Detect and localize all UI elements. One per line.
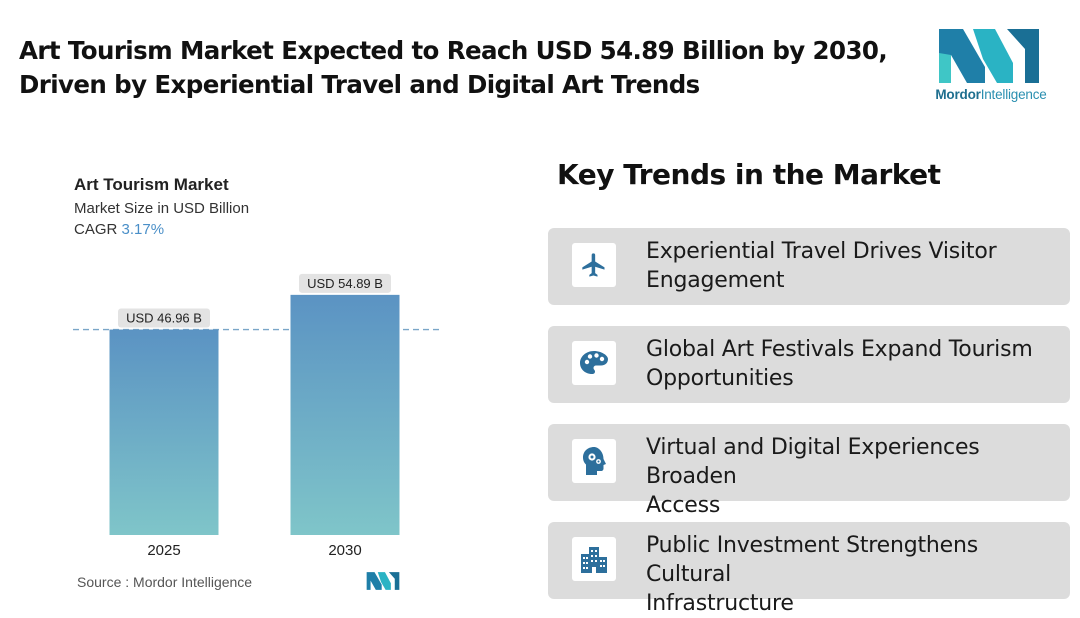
trend-text-line-1: Virtual and Digital Experiences Broaden	[646, 435, 980, 489]
source-logo-icon	[366, 572, 400, 590]
trend-card: Virtual and Digital Experiences Broaden …	[548, 424, 1070, 518]
page-title-line-1: Art Tourism Market Expected to Reach USD…	[19, 36, 888, 65]
data-label: USD 54.89 B	[307, 276, 383, 291]
trend-text-line-1: Public Investment Strengthens Cultural	[646, 533, 979, 587]
source-note: Source : Mordor Intelligence	[77, 574, 252, 590]
trend-text: Virtual and Digital Experiences Broaden …	[646, 433, 1066, 520]
x-tick-label: 2030	[328, 542, 361, 559]
bar-chart: USD 46.96 B 2025 USD 54.89 B 2030	[73, 273, 440, 559]
trend-text: Experiential Travel Drives Visitor Engag…	[646, 237, 1066, 295]
brand-logo: MordorIntelligence	[926, 29, 1056, 109]
x-tick-label: 2025	[147, 542, 180, 559]
brand-name: MordorIntelligence	[926, 87, 1056, 102]
trend-text-line-2: Infrastructure	[646, 591, 794, 616]
chart-subtitle: Market Size in USD Billion	[74, 200, 250, 217]
data-label: USD 46.96 B	[126, 311, 202, 326]
trend-card: Public Investment Strengthens Cultural I…	[548, 522, 1070, 616]
data-label-bg	[118, 308, 210, 328]
bar-2025	[109, 329, 219, 535]
trend-text: Global Art Festivals Expand Tourism Oppo…	[646, 335, 1066, 393]
trend-text-line-1: Global Art Festivals Expand Tourism	[646, 337, 1033, 362]
mordor-logo-icon	[939, 29, 1039, 83]
trends-heading: Key Trends in the Market	[557, 158, 941, 191]
brand-name-part2: Intelligence	[980, 87, 1047, 102]
trend-text-line-2: Opportunities	[646, 366, 794, 391]
page-title-line-2: Driven by Experiential Travel and Digita…	[19, 70, 700, 99]
trend-card: Global Art Festivals Expand Tourism Oppo…	[548, 326, 1070, 403]
cagr-label: CAGR	[74, 221, 118, 238]
source-label: Source :	[77, 574, 130, 590]
trend-text-line-2: Engagement	[646, 268, 785, 293]
head-gears-icon	[572, 439, 616, 483]
chart-cagr: CAGR 3.17%	[74, 221, 164, 238]
palette-icon	[572, 341, 616, 385]
buildings-icon	[572, 537, 616, 581]
chart-title: Art Tourism Market	[74, 175, 229, 194]
trend-card: Experiential Travel Drives Visitor Engag…	[548, 228, 1070, 305]
airplane-icon	[572, 243, 616, 287]
brand-name-part1: Mordor	[935, 87, 981, 102]
bar-2030	[290, 294, 400, 535]
data-label-bg	[299, 273, 391, 293]
cagr-value: 3.17%	[121, 221, 165, 238]
trend-text-line-1: Experiential Travel Drives Visitor	[646, 239, 997, 264]
trend-text-line-2: Access	[646, 493, 721, 518]
source-value: Mordor Intelligence	[133, 574, 253, 590]
page-title: Art Tourism Market Expected to Reach USD…	[19, 34, 899, 102]
